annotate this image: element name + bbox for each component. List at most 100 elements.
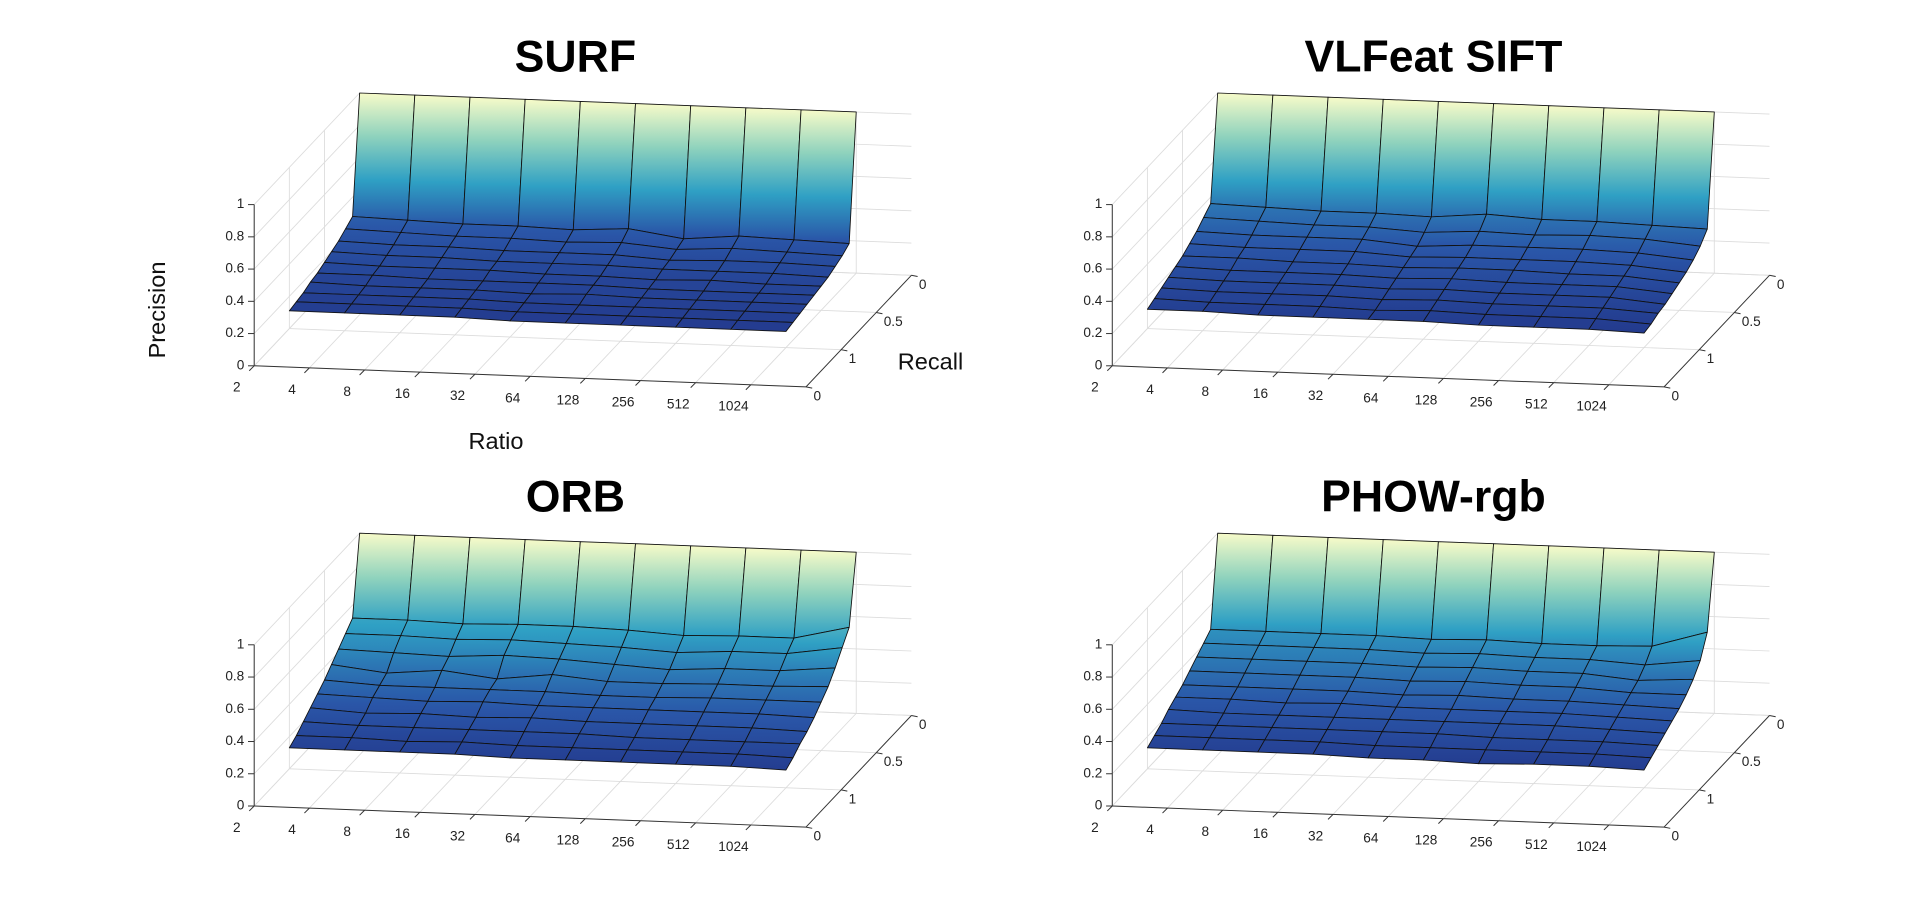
y-tick-label: 0 xyxy=(1777,717,1785,732)
x-tick xyxy=(745,824,752,831)
x-tick xyxy=(1162,367,1168,374)
z-tick-label: 0 xyxy=(1095,798,1103,813)
surface-patch xyxy=(564,747,628,763)
y-tick xyxy=(1769,274,1776,278)
y-axis xyxy=(805,274,912,388)
z-tick-label: 0.6 xyxy=(1083,701,1102,716)
x-tick xyxy=(1603,824,1610,831)
x-tick-label: 512 xyxy=(667,837,690,852)
z-tick-label: 0.6 xyxy=(1083,261,1102,276)
y-tick xyxy=(911,714,918,718)
surface-patch xyxy=(585,707,649,725)
x-tick xyxy=(690,822,696,829)
surface-patch xyxy=(676,635,740,654)
surface-patch xyxy=(1375,539,1439,640)
surface-patch xyxy=(1651,549,1715,647)
surface-patch xyxy=(731,635,795,655)
surface-patch xyxy=(1513,684,1577,702)
x-tick-label: 16 xyxy=(1253,826,1268,841)
surface-patch xyxy=(662,668,726,685)
y-tick-label: 0 xyxy=(1777,277,1785,292)
x-tick-label: 32 xyxy=(450,388,465,403)
grid-line xyxy=(253,532,360,646)
surface-patch xyxy=(683,105,747,240)
surface-patch xyxy=(793,549,857,639)
y-tick xyxy=(841,789,848,792)
surface-patch xyxy=(1244,658,1308,676)
x-tick-label: 1024 xyxy=(1576,839,1607,854)
x-tick-label: 64 xyxy=(1363,390,1379,405)
surface-patch xyxy=(1237,672,1301,690)
x-tick-label: 256 xyxy=(1470,394,1493,409)
y-axis xyxy=(1663,274,1770,388)
z-tick-label: 0.8 xyxy=(1083,228,1102,243)
x-tick-label: 4 xyxy=(1146,822,1154,837)
x-tick xyxy=(1603,384,1610,391)
x-tick-label: 32 xyxy=(450,828,465,843)
grid-line xyxy=(1608,272,1715,386)
surface-patch xyxy=(1320,536,1384,637)
surface-patch xyxy=(1388,277,1452,290)
z-tick-label: 1 xyxy=(237,196,245,211)
y-axis xyxy=(1663,715,1770,828)
surface-patch xyxy=(1588,753,1652,771)
y-tick-label: 0 xyxy=(919,277,927,292)
surface-patch xyxy=(386,652,450,674)
z-axis-label: Precision xyxy=(144,262,170,359)
x-tick-label: 1024 xyxy=(718,399,749,414)
grid-line xyxy=(253,157,360,270)
x-tick-label: 2 xyxy=(233,820,241,835)
x-tick xyxy=(579,818,586,824)
surface-patch xyxy=(352,92,416,221)
surface-patch xyxy=(379,669,443,688)
surface-patch xyxy=(407,534,471,625)
surface-patch xyxy=(1651,109,1715,230)
x-tick xyxy=(248,365,255,372)
surface-patch xyxy=(288,301,352,314)
x-tick-label: 256 xyxy=(612,394,635,409)
surface-patch xyxy=(1478,749,1542,765)
surface-patch xyxy=(1534,219,1598,236)
surface-patch xyxy=(1541,105,1605,223)
grid-line xyxy=(1111,629,1218,742)
surface-patch xyxy=(1257,303,1321,318)
surface-patch xyxy=(1374,299,1438,312)
z-tick-label: 0.4 xyxy=(1083,733,1102,748)
y-tick xyxy=(1734,752,1741,755)
surface-patch xyxy=(1596,547,1660,647)
surface-patch xyxy=(696,711,760,729)
x-tick xyxy=(1272,811,1279,818)
x-tick-label: 128 xyxy=(557,392,580,407)
surface-patch xyxy=(683,545,747,637)
x-tick-label: 64 xyxy=(505,390,521,405)
surface-patch xyxy=(1520,670,1584,688)
surface-patch xyxy=(1257,739,1321,755)
x-tick xyxy=(745,384,752,391)
surface-panel: VLFeat SIFT 0 0.2 0.4 0.6 0.8 1 2 4 8 16 32 64 128 256… xyxy=(1083,32,1785,413)
grid-line xyxy=(253,124,360,238)
surface-patch xyxy=(641,709,705,727)
surface-patch xyxy=(288,735,352,751)
surface-patch xyxy=(738,547,802,639)
surface-patch xyxy=(1416,230,1480,247)
surface-patch xyxy=(730,319,794,332)
surface-patch xyxy=(1196,642,1260,660)
surface-patch xyxy=(619,315,684,328)
surface-patch xyxy=(352,532,416,621)
grid-line xyxy=(253,597,360,710)
y-tick-label: 0 xyxy=(1672,829,1680,844)
surface-patch xyxy=(628,543,692,636)
x-tick-label: 4 xyxy=(288,382,296,397)
x-tick xyxy=(524,816,531,822)
surface-patch xyxy=(1492,723,1556,741)
x-tick xyxy=(1493,820,1499,827)
z-tick-label: 0.6 xyxy=(225,701,244,716)
surface-patch xyxy=(1423,638,1487,655)
surface-patch xyxy=(793,109,857,244)
y-tick-label: 0.5 xyxy=(884,314,903,329)
surface-patch xyxy=(1367,309,1431,322)
z-tick-label: 0.2 xyxy=(1083,765,1102,780)
surface-patch xyxy=(564,313,628,326)
surface-patch xyxy=(344,303,408,316)
